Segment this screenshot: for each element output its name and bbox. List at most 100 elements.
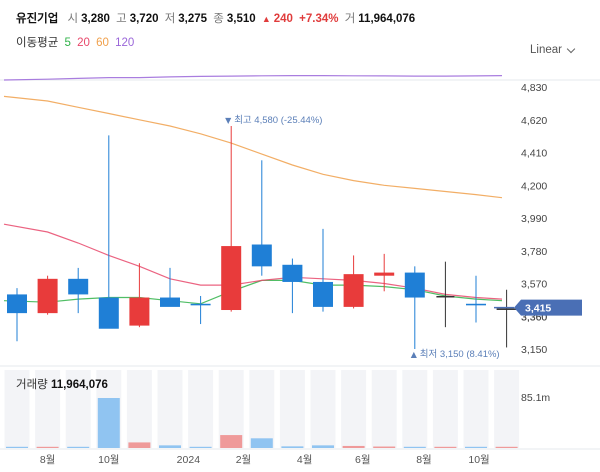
ma-legend-60[interactable]: 60 bbox=[96, 37, 109, 49]
volume-column-bg bbox=[157, 370, 183, 448]
low-label: 저 bbox=[164, 13, 176, 25]
volume-bar bbox=[189, 446, 212, 448]
volume-column-bg bbox=[432, 370, 458, 448]
x-tick-label: 4월 bbox=[297, 454, 313, 466]
ma-line-60 bbox=[3, 95, 503, 199]
volume-column-bg bbox=[249, 370, 275, 448]
volume-column-bg bbox=[341, 370, 367, 448]
x-tick-label: 8월 bbox=[416, 454, 432, 466]
low-annotation: 최저 3,150 (8.41%) bbox=[420, 349, 500, 360]
change-value: 240 bbox=[273, 13, 293, 25]
current-price-badge bbox=[514, 299, 582, 316]
candle-body bbox=[68, 278, 89, 295]
ma-legend-5[interactable]: 5 bbox=[64, 37, 71, 49]
volume-bar bbox=[495, 446, 518, 448]
volume-column-bg bbox=[494, 370, 520, 448]
y-tick-label: 4,620 bbox=[521, 115, 547, 127]
volume-bar bbox=[36, 446, 59, 448]
candle-body bbox=[7, 294, 27, 314]
volume-bar bbox=[67, 446, 90, 448]
triangle-up-icon: ▲ bbox=[411, 350, 418, 359]
open-label: 시 bbox=[67, 13, 79, 25]
ma-legend-20[interactable]: 20 bbox=[77, 37, 90, 49]
x-tick-label: 6월 bbox=[355, 454, 371, 466]
candle-body bbox=[343, 274, 364, 307]
x-tick-label: 2월 bbox=[236, 454, 252, 466]
candle-body bbox=[251, 244, 272, 267]
triangle-up-icon: ▲ bbox=[261, 14, 271, 24]
current-price-label: 3,415 bbox=[525, 303, 551, 315]
volume-bar bbox=[97, 398, 120, 448]
volume-bar bbox=[465, 446, 487, 448]
ma-line-20 bbox=[3, 223, 503, 300]
volume-bar bbox=[403, 446, 426, 448]
candle-body bbox=[466, 303, 486, 306]
candle-body bbox=[404, 272, 425, 298]
stock-summary-header: 유진기업 시 3,280 고 3,720 저 3,275 종 3,510 ▲ 240 +7… bbox=[16, 10, 418, 26]
volume-bar bbox=[220, 435, 243, 448]
candle-body bbox=[160, 297, 180, 307]
y-tick-label: 3,990 bbox=[521, 213, 547, 225]
ma-legend-120[interactable]: 120 bbox=[115, 37, 135, 49]
candle-body bbox=[313, 281, 333, 307]
scale-selector-value: Linear bbox=[530, 44, 562, 56]
volume-axis-label: 85.1m bbox=[521, 392, 550, 404]
candle-body bbox=[37, 278, 58, 314]
volume-bar bbox=[281, 446, 304, 448]
volume-bar bbox=[434, 446, 457, 448]
volume-column-bg bbox=[218, 370, 244, 448]
volume-panel-label: 거래량 bbox=[16, 379, 48, 391]
y-tick-label: 4,410 bbox=[521, 148, 547, 160]
volume-bar bbox=[128, 442, 151, 448]
y-tick-label: 3,570 bbox=[521, 279, 547, 291]
y-tick-label: 4,830 bbox=[521, 82, 547, 94]
volume-label: 거 bbox=[344, 13, 356, 25]
stock-name: 유진기업 bbox=[16, 13, 59, 25]
volume-bar bbox=[342, 445, 365, 448]
ma-line-120 bbox=[3, 74, 503, 81]
y-tick-label: 3,780 bbox=[521, 246, 547, 258]
volume-column-bg bbox=[402, 370, 428, 448]
candle-body bbox=[221, 246, 242, 311]
volume-bar bbox=[312, 445, 334, 448]
volume-column-bg bbox=[310, 370, 336, 448]
moving-average-legend: 이동평균 5 20 60 120 bbox=[16, 34, 137, 50]
volume-column-bg bbox=[371, 370, 397, 448]
close-value: 3,510 bbox=[226, 13, 256, 25]
low-value: 3,275 bbox=[178, 13, 208, 25]
high-label: 고 bbox=[116, 13, 127, 25]
volume-bar bbox=[159, 445, 181, 448]
x-tick-label: 10월 bbox=[468, 454, 489, 466]
candle-body bbox=[496, 308, 517, 310]
volume-column-bg bbox=[35, 370, 61, 448]
x-tick-label: 8월 bbox=[40, 454, 56, 466]
candle-body bbox=[374, 272, 395, 276]
candle-body bbox=[129, 297, 150, 326]
volume-column-bg bbox=[463, 370, 489, 448]
candle-body bbox=[436, 295, 455, 298]
volume-value: 11,964,076 bbox=[358, 13, 416, 25]
volume-column-bg bbox=[279, 370, 305, 448]
volume-column-bg bbox=[4, 370, 30, 448]
volume-column-bg bbox=[126, 370, 152, 448]
volume-bar bbox=[373, 446, 396, 448]
change-percent: +7.34% bbox=[299, 13, 339, 25]
x-tick-label: 2024 bbox=[177, 454, 201, 466]
candle-body bbox=[282, 264, 303, 282]
high-annotation: 최고 4,580 (-25.44%) bbox=[234, 115, 322, 126]
triangle-down-icon: ▼ bbox=[225, 116, 232, 125]
ma-legend-label: 이동평균 bbox=[16, 37, 59, 49]
volume-panel-title: 거래량 11,964,076 bbox=[16, 376, 108, 392]
x-tick-label: 10월 bbox=[98, 454, 119, 466]
y-tick-label: 3,150 bbox=[521, 344, 547, 356]
volume-column-bg bbox=[188, 370, 214, 448]
volume-bar bbox=[250, 438, 273, 448]
y-tick-label: 4,200 bbox=[521, 180, 547, 192]
high-value: 3,720 bbox=[129, 13, 159, 25]
candle-body bbox=[190, 303, 211, 306]
volume-panel-value: 11,964,076 bbox=[50, 379, 108, 391]
volume-bar bbox=[6, 446, 28, 448]
open-value: 3,280 bbox=[81, 13, 110, 25]
scale-selector[interactable]: Linear bbox=[530, 44, 576, 56]
